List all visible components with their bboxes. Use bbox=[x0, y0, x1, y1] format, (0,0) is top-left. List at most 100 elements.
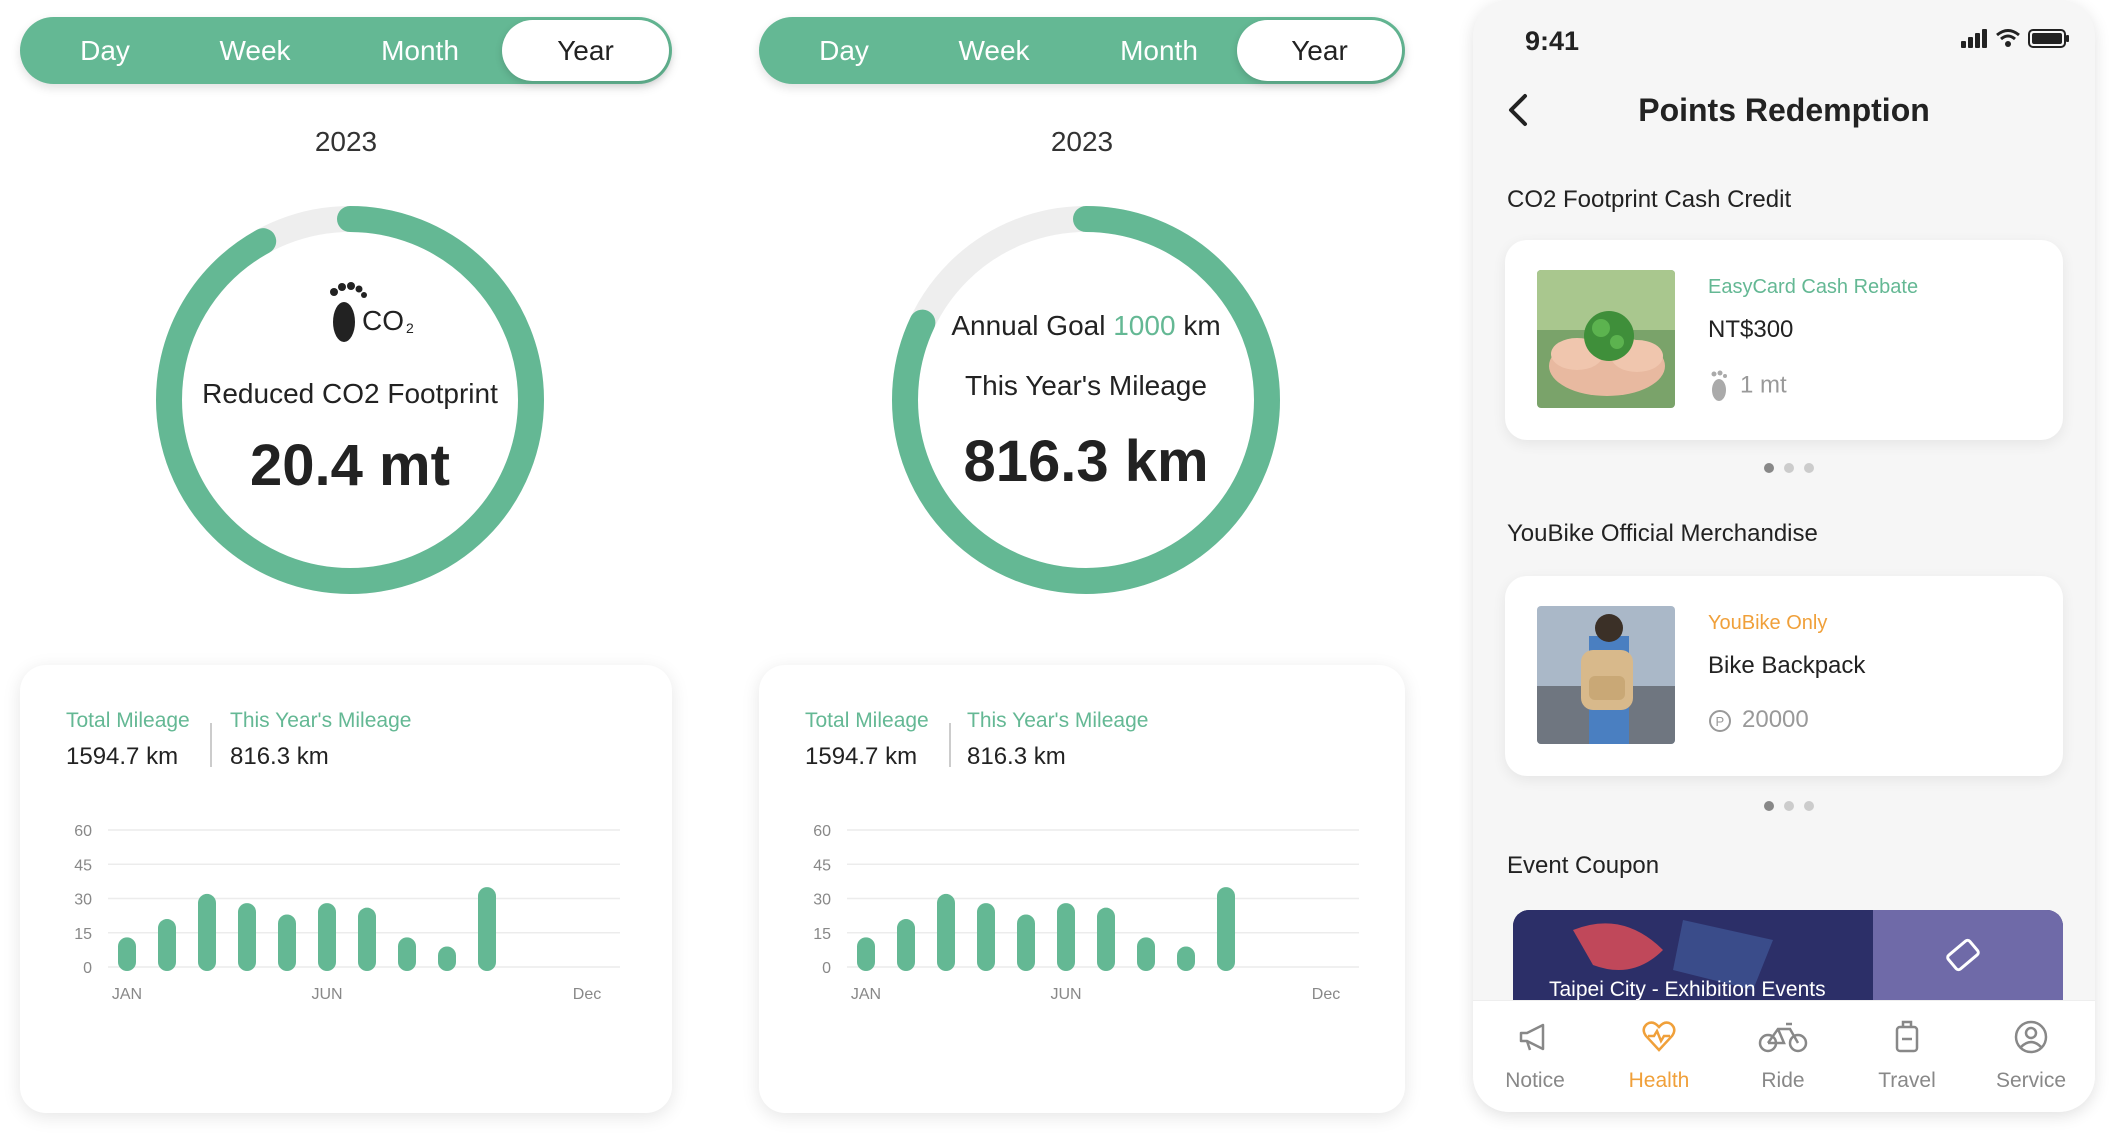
ring-progress bbox=[156, 206, 544, 594]
megaphone-icon bbox=[1519, 1023, 1545, 1051]
bar-oct bbox=[478, 887, 496, 971]
monthly-mileage-chart: 0 15 30 45 60 JAN JUN Dec bbox=[74, 823, 620, 1003]
reward-name: NT$300 bbox=[1708, 316, 1794, 343]
year-mileage-value: 816.3 km bbox=[230, 743, 329, 770]
battery-icon bbox=[2028, 29, 2069, 48]
ring-center: CO 2 Reduced CO2 Footprint 20.4 mt bbox=[150, 200, 550, 600]
bar-jun bbox=[318, 903, 336, 971]
year-label: 2023 bbox=[314, 126, 378, 157]
total-mileage-value: 1594.7 km bbox=[66, 743, 179, 770]
svg-text:2: 2 bbox=[406, 320, 414, 336]
ring-progress bbox=[892, 206, 1280, 594]
segment-week[interactable]: Week bbox=[219, 35, 291, 66]
mileage-card: Total Mileage 1594.7 km This Year's Mile… bbox=[759, 665, 1405, 1113]
x-tick-label: Dec bbox=[573, 986, 601, 1003]
ring-value: 20.4 mt bbox=[250, 433, 450, 498]
total-mileage-label: Total Mileage bbox=[66, 709, 190, 732]
segment-day[interactable]: Day bbox=[819, 35, 869, 66]
bottom-tab-bar: Notice Health Ride Travel Service bbox=[1473, 1000, 2095, 1112]
y-tick-label: 15 bbox=[74, 926, 92, 943]
luggage-icon bbox=[1895, 1020, 1919, 1053]
co2-footprint-icon: CO 2 bbox=[326, 278, 422, 348]
year-label: 2023 bbox=[1050, 126, 1114, 157]
y-tick-label: 60 bbox=[74, 823, 92, 840]
bar-apr bbox=[977, 903, 995, 971]
year-mileage-label: This Year's Mileage bbox=[230, 709, 412, 732]
reward-cost: P 20000 bbox=[1708, 706, 1809, 734]
bar-sep bbox=[1177, 946, 1195, 971]
annual-goal-label: Annual Goal 1000 km bbox=[886, 310, 1286, 342]
signal-icon bbox=[1961, 29, 1987, 48]
total-mileage-stat: Total Mileage 1594.7 km bbox=[66, 709, 190, 771]
bar-oct bbox=[1217, 887, 1235, 971]
segment-day[interactable]: Day bbox=[80, 35, 130, 66]
svg-text:CO: CO bbox=[362, 305, 404, 336]
reward-card-backpack[interactable]: YouBike Only Bike Backpack P 20000 bbox=[1505, 576, 2063, 776]
period-segmented-control: Day Week Month Year bbox=[20, 17, 672, 84]
section-title-merch: YouBike Official Merchandise bbox=[1507, 520, 1818, 547]
status-time: 9:41 bbox=[1525, 26, 1580, 56]
segment-year[interactable]: Year bbox=[502, 20, 669, 81]
bar-jul bbox=[1097, 907, 1115, 971]
y-tick-label: 45 bbox=[813, 857, 831, 874]
bar-mar bbox=[198, 893, 216, 971]
bar-may bbox=[278, 914, 296, 971]
points-redemption-screen: 9:41 Points Redemption CO2 Footprint bbox=[1473, 0, 2095, 1112]
y-tick-label: 45 bbox=[74, 857, 92, 874]
bar-jul bbox=[358, 907, 376, 971]
reward-card-easycard[interactable]: EasyCard Cash Rebate NT$300 1 mt bbox=[1505, 240, 2063, 440]
tab-service[interactable]: Service bbox=[1969, 1001, 2093, 1112]
bar-feb bbox=[897, 919, 915, 971]
reward-name: Bike Backpack bbox=[1708, 652, 1866, 679]
back-icon[interactable] bbox=[1503, 90, 1533, 130]
goal-prefix: Annual Goal bbox=[951, 310, 1106, 341]
carousel-dots bbox=[1764, 463, 1814, 473]
points-icon: P bbox=[1709, 709, 1731, 732]
section-title-event: Event Coupon bbox=[1507, 852, 1660, 879]
ring-label: This Year's Mileage bbox=[965, 370, 1207, 401]
y-tick-label: 30 bbox=[74, 892, 92, 909]
segment-month[interactable]: Month bbox=[381, 35, 459, 66]
earth-in-hands-image bbox=[1537, 270, 1675, 408]
ticket-icon bbox=[1946, 938, 1980, 972]
co2-progress-ring: CO 2 Reduced CO2 Footprint 20.4 mt bbox=[150, 200, 550, 600]
ring-svg bbox=[156, 206, 544, 594]
x-tick-label: JAN bbox=[112, 986, 142, 1003]
bar-mar bbox=[937, 893, 955, 971]
x-tick-label: JUN bbox=[311, 986, 342, 1003]
page-title: Points Redemption bbox=[1638, 92, 1930, 128]
ring-value: 816.3 km bbox=[963, 429, 1209, 494]
heart-icon bbox=[1642, 1021, 1676, 1052]
reward-tag: YouBike Only bbox=[1708, 612, 1828, 634]
y-tick-label: 0 bbox=[822, 960, 831, 977]
user-circle-icon bbox=[2014, 1020, 2048, 1054]
mileage-progress-ring: Annual Goal 1000 km This Year's Mileage … bbox=[886, 200, 1286, 600]
tab-notice[interactable]: Notice bbox=[1473, 1001, 1597, 1112]
reward-tag: EasyCard Cash Rebate bbox=[1708, 276, 1919, 298]
ring-label: Reduced CO2 Footprint bbox=[202, 378, 498, 409]
segment-month[interactable]: Month bbox=[1120, 35, 1198, 66]
segment-year[interactable]: Year bbox=[1237, 20, 1402, 81]
status-icons bbox=[1961, 26, 2071, 50]
x-tick-label: Dec bbox=[1312, 986, 1340, 1003]
goal-unit: km bbox=[1183, 310, 1221, 341]
section-title-co2: CO2 Footprint Cash Credit bbox=[1507, 186, 1792, 213]
total-mileage-label: Total Mileage bbox=[805, 709, 929, 732]
ring-center: Annual Goal 1000 km This Year's Mileage … bbox=[886, 200, 1286, 600]
svg-text:P: P bbox=[1716, 714, 1725, 729]
total-mileage-stat: Total Mileage 1594.7 km bbox=[805, 709, 929, 771]
segment-week[interactable]: Week bbox=[958, 35, 1030, 66]
stat-divider bbox=[210, 723, 212, 767]
y-tick-label: 60 bbox=[813, 823, 831, 840]
tab-ride[interactable]: Ride bbox=[1721, 1001, 1845, 1112]
bar-apr bbox=[238, 903, 256, 971]
y-tick-label: 15 bbox=[813, 926, 831, 943]
mileage-card: Total Mileage 1594.7 km This Year's Mile… bbox=[20, 665, 672, 1113]
period-segmented-control: Day Week Month Year bbox=[759, 17, 1405, 84]
backpack-image bbox=[1537, 606, 1675, 744]
bar-aug bbox=[398, 937, 416, 971]
year-mileage-stat: This Year's Mileage 816.3 km bbox=[230, 709, 411, 771]
tab-travel[interactable]: Travel bbox=[1845, 1001, 1969, 1112]
bar-jan bbox=[857, 937, 875, 971]
tab-health[interactable]: Health bbox=[1597, 1001, 1721, 1112]
